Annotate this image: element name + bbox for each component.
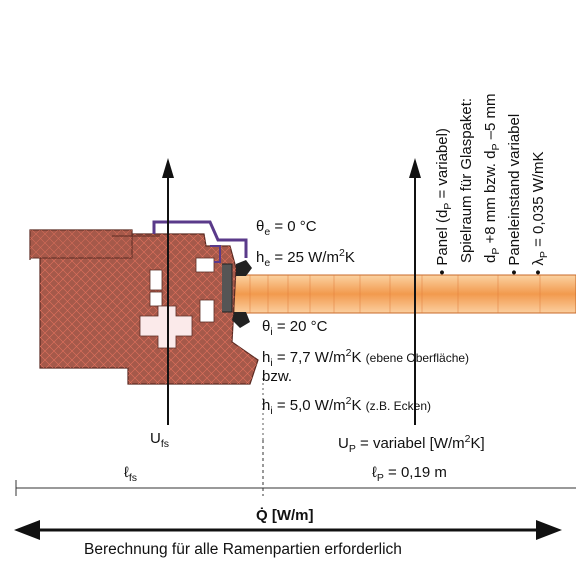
footer-caption: Berechnung für alle Ramenpartien erforde… bbox=[84, 541, 402, 558]
h-i-flat-label: hi = 7,7 W/m2K (ebene Oberfläche) bbox=[262, 347, 470, 369]
u-fs-arrow bbox=[162, 158, 174, 425]
l-fs-label: ℓfs bbox=[124, 464, 138, 484]
theta-e-label: θe = 0 °C bbox=[256, 218, 317, 238]
bzw-label: bzw. bbox=[262, 368, 293, 385]
h-i-corner-label: hi = 5,0 W/m2K (z.B. Ecken) bbox=[262, 395, 432, 417]
h-i-flat-note: (ebene Oberfläche) bbox=[365, 351, 470, 365]
panel-note-2: Spielraum für Glaspaket: bbox=[458, 97, 475, 263]
theta-i-label: θi = 20 °C bbox=[262, 318, 328, 338]
frame-profile bbox=[29, 220, 259, 385]
u-p-label: UP = variabel [W/m2K] bbox=[338, 433, 485, 455]
panel-note-5: • λP = 0,035 W/mK bbox=[530, 151, 550, 275]
u-p-arrow bbox=[409, 158, 421, 425]
panel-note-4: • Paneleinstand variabel bbox=[506, 113, 523, 275]
panel-note-3: dP +8 mm bzw. dP –5 mm bbox=[482, 93, 502, 263]
panel bbox=[233, 274, 576, 314]
dimension-line bbox=[15, 378, 576, 496]
q-arrow bbox=[14, 520, 562, 540]
panel-notes: • Panel (dP = variabel) Spielraum für Gl… bbox=[432, 10, 562, 275]
h-i-corner-note: (z.B. Ecken) bbox=[365, 399, 432, 413]
u-fs-label: Ufs bbox=[150, 430, 170, 450]
panel-note-1: • Panel (dP = variabel) bbox=[434, 128, 454, 275]
h-e-label: he = 25 W/m2K bbox=[256, 247, 355, 269]
l-p-label: ℓP = 0,19 m bbox=[372, 464, 447, 484]
q-label: Q̇ [W/m] bbox=[256, 507, 314, 524]
